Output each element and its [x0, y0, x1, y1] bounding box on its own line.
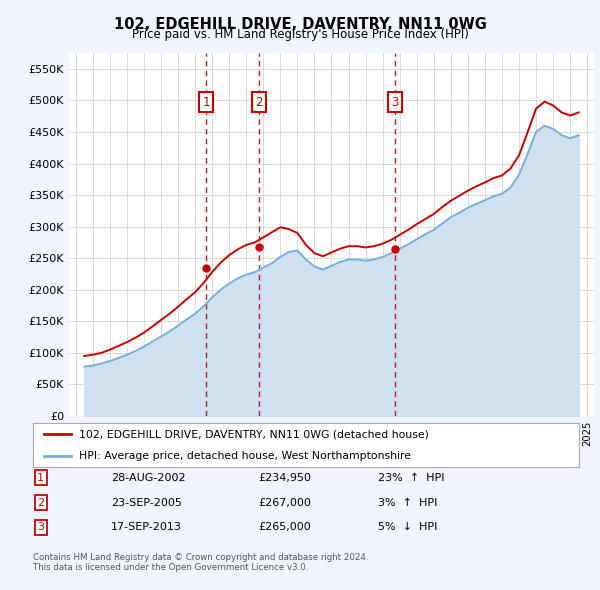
Text: Price paid vs. HM Land Registry's House Price Index (HPI): Price paid vs. HM Land Registry's House … — [131, 28, 469, 41]
Text: 102, EDGEHILL DRIVE, DAVENTRY, NN11 0WG: 102, EDGEHILL DRIVE, DAVENTRY, NN11 0WG — [113, 17, 487, 31]
Text: 23%  ↑  HPI: 23% ↑ HPI — [378, 473, 445, 483]
Text: HPI: Average price, detached house, West Northamptonshire: HPI: Average price, detached house, West… — [79, 451, 412, 461]
Text: £265,000: £265,000 — [258, 523, 311, 532]
Text: 3%  ↑  HPI: 3% ↑ HPI — [378, 498, 437, 507]
Text: 5%  ↓  HPI: 5% ↓ HPI — [378, 523, 437, 532]
Text: Contains HM Land Registry data © Crown copyright and database right 2024.: Contains HM Land Registry data © Crown c… — [33, 553, 368, 562]
Text: 3: 3 — [391, 96, 398, 109]
Text: £234,950: £234,950 — [258, 473, 311, 483]
Text: £267,000: £267,000 — [258, 498, 311, 507]
Text: 1: 1 — [203, 96, 210, 109]
Text: 23-SEP-2005: 23-SEP-2005 — [111, 498, 182, 507]
Text: 28-AUG-2002: 28-AUG-2002 — [111, 473, 185, 483]
Text: 2: 2 — [37, 498, 44, 507]
Text: 2: 2 — [255, 96, 262, 109]
Text: This data is licensed under the Open Government Licence v3.0.: This data is licensed under the Open Gov… — [33, 563, 308, 572]
Text: 3: 3 — [37, 523, 44, 532]
Text: 1: 1 — [37, 473, 44, 483]
Text: 17-SEP-2013: 17-SEP-2013 — [111, 523, 182, 532]
Text: 102, EDGEHILL DRIVE, DAVENTRY, NN11 0WG (detached house): 102, EDGEHILL DRIVE, DAVENTRY, NN11 0WG … — [79, 429, 429, 439]
